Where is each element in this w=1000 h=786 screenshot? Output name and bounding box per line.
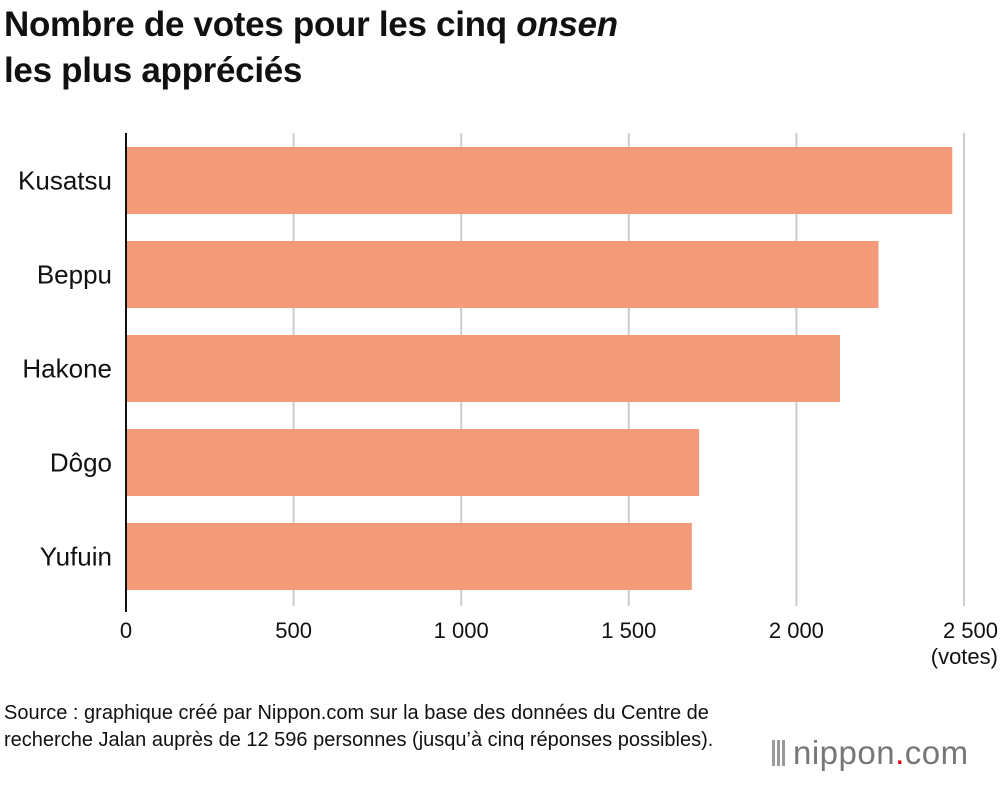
logo-tld: com — [904, 734, 969, 771]
category-label: Yufuin — [40, 542, 112, 572]
source-note: Source : graphique créé par Nippon.com s… — [4, 702, 714, 751]
category-labels: Kusatsu Beppu Hakone Dôgo Yufuin — [18, 166, 112, 572]
logo-mark-icon — [772, 740, 785, 766]
logo-name: nippon — [793, 734, 896, 771]
category-label: Hakone — [22, 354, 112, 384]
x-tick-label: 2 000 — [769, 618, 824, 643]
category-label: Dôgo — [50, 448, 112, 478]
logo-dot: . — [895, 734, 905, 771]
x-tick-label: 2 500 — [943, 618, 998, 643]
bar-beppu — [126, 241, 879, 308]
title-emphasis: onsen — [516, 5, 618, 44]
title-line-2: les plus appréciés — [4, 51, 303, 90]
bars — [126, 147, 953, 590]
category-label: Beppu — [37, 260, 112, 290]
x-axis-label: (votes) — [931, 644, 998, 669]
chart-title: Nombre de votes pour les cinq onsen les … — [4, 2, 904, 94]
title-text: Nombre de votes pour les cinq — [4, 5, 517, 44]
x-tick-label: 1 500 — [601, 618, 656, 643]
bar-kusatsu — [126, 147, 953, 214]
x-tick-label: 1 000 — [434, 618, 489, 643]
tick-labels: 0 500 1 000 1 500 2 000 2 500 — [120, 618, 998, 643]
bar-chart: Kusatsu Beppu Hakone Dôgo Yufuin 0 500 1 000 1 … — [18, 133, 998, 669]
bar-hakone — [126, 335, 840, 402]
x-tick-label: 0 — [120, 618, 132, 643]
category-label: Kusatsu — [18, 166, 112, 196]
x-tick-label: 500 — [275, 618, 312, 643]
bar-dôgo — [126, 429, 700, 496]
nippon-logo: nippon. com — [772, 734, 969, 772]
bar-yufuin — [126, 523, 692, 590]
